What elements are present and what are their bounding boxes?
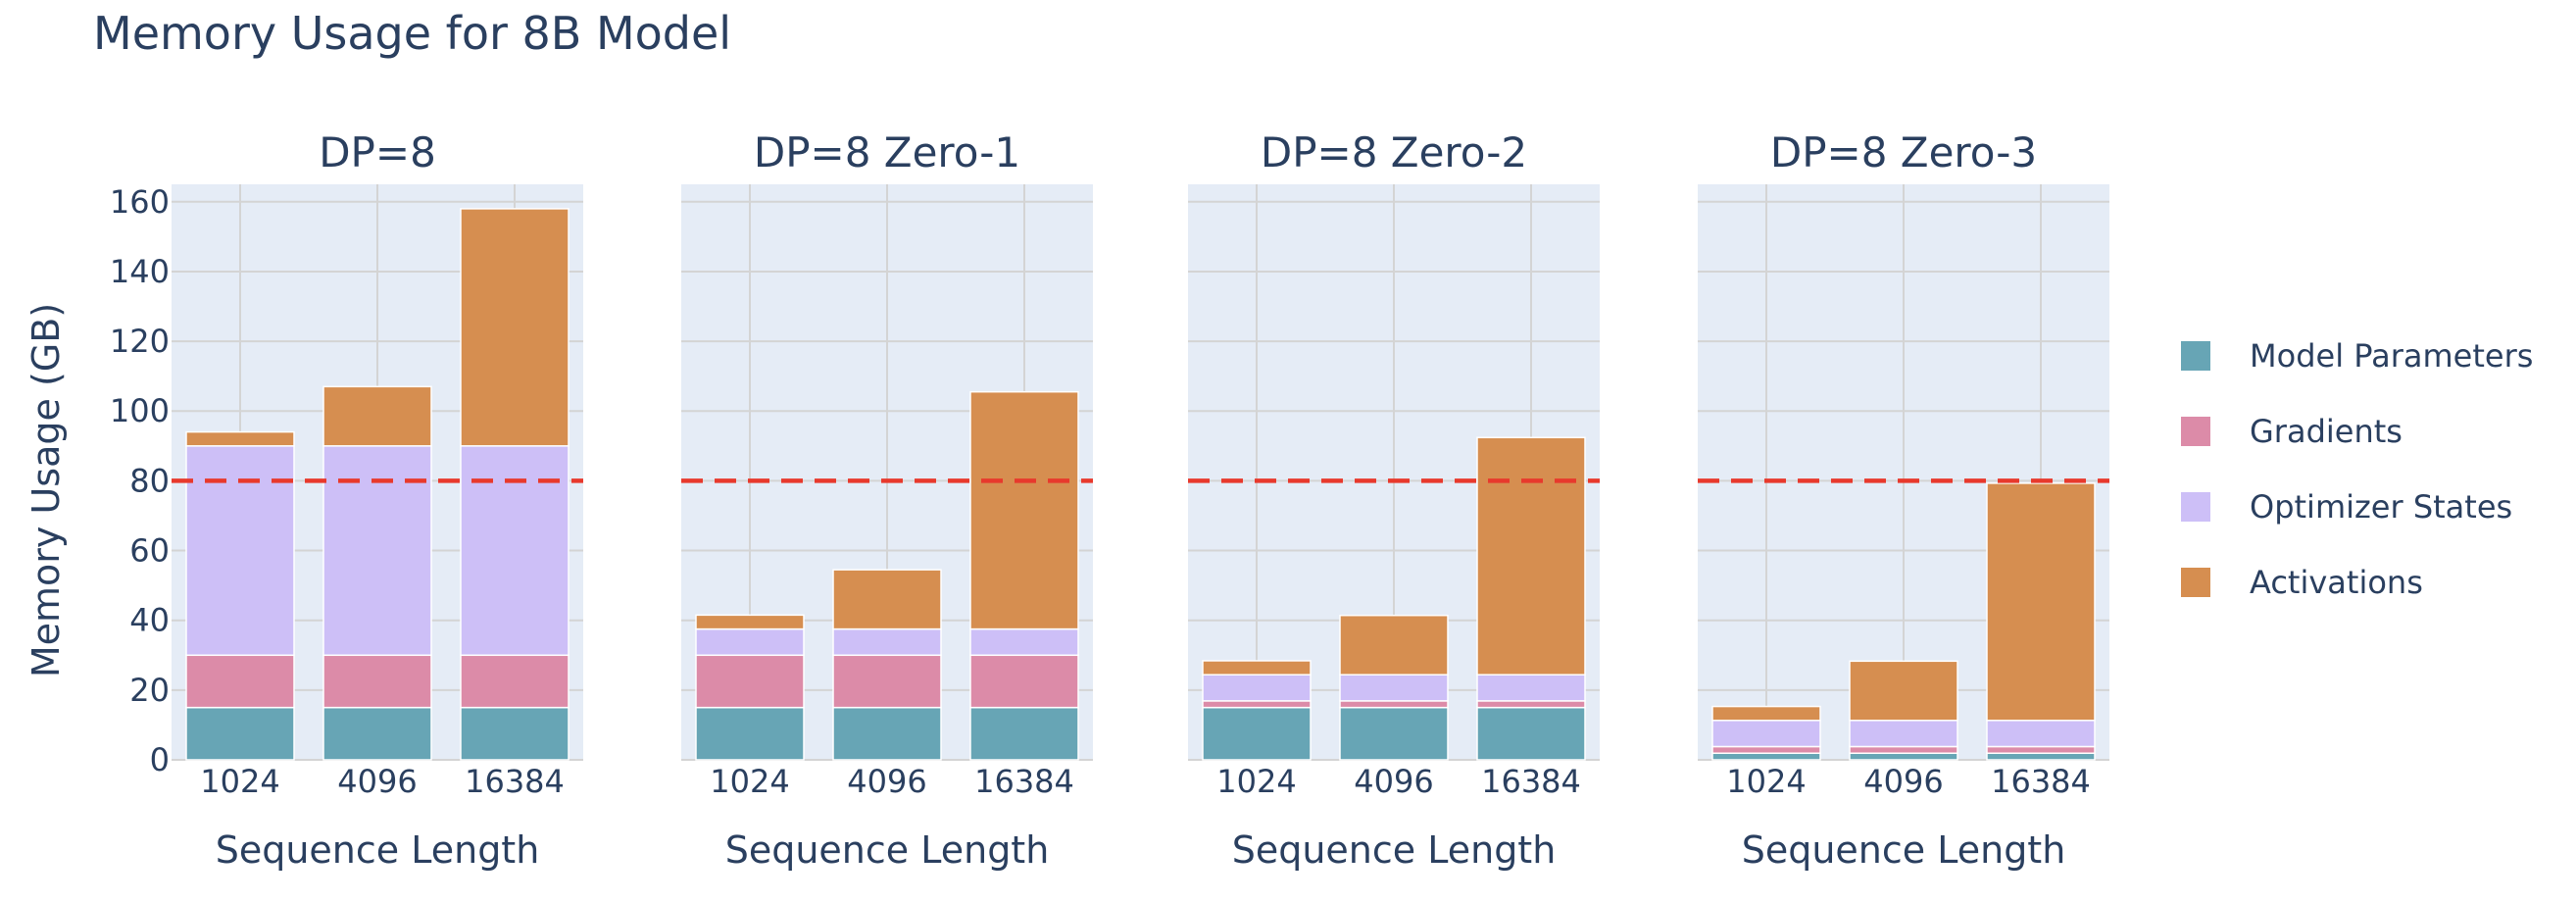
bar-segment-gradients	[1202, 700, 1312, 709]
bar-segment-model-parameters	[969, 706, 1079, 761]
bar-segment-optimizer-states	[322, 445, 432, 657]
x-tick-label: 1024	[200, 763, 279, 800]
bar-segment-gradients	[185, 654, 295, 709]
bar-segment-model-parameters	[185, 706, 295, 761]
bar-segment-gradients	[1711, 745, 1821, 754]
bar-segment-activations	[1849, 660, 1958, 722]
x-axis-title: Sequence Length	[216, 828, 540, 872]
bar-segment-model-parameters	[1986, 752, 2096, 761]
panels: 1024 4096 16384 DP=8 Sequence Length 0 20 40 60 8…	[110, 128, 2109, 872]
bar-segment-activations	[322, 385, 432, 447]
x-axis-title: Sequence Length	[725, 828, 1050, 872]
y-tick-label: 0	[150, 741, 170, 778]
x-tick-label: 16384	[1481, 763, 1581, 800]
x-axis-title: Sequence Length	[1232, 828, 1557, 872]
y-tick-label: 60	[129, 532, 170, 570]
y-tick-label: 160	[110, 183, 170, 221]
bar-segment-gradients	[1849, 745, 1958, 754]
legend-label: Model Parameters	[2250, 337, 2533, 375]
subplot-1: 1024 4096 16384 DP=8 Sequence Length 0 20 40 60 8…	[110, 128, 583, 872]
legend-swatch	[2181, 568, 2210, 597]
legend-label: Activations	[2250, 564, 2423, 601]
bar-segment-activations	[1711, 705, 1821, 722]
bar-segment-gradients	[695, 654, 805, 709]
subplot-2: 1024 4096 16384 DP=8 Zero-1 Sequence Length	[681, 128, 1093, 872]
bar-segment-activations	[1476, 436, 1586, 676]
legend-item: Gradients	[2181, 413, 2403, 450]
bar-segment-optimizer-states	[695, 627, 805, 657]
bar-segment-model-parameters	[695, 706, 805, 761]
y-tick-label: 80	[129, 462, 170, 499]
subplot-title: DP=8 Zero-2	[1261, 128, 1527, 176]
bar-segment-optimizer-states	[969, 627, 1079, 657]
bar-segment-activations	[1202, 660, 1312, 676]
x-axis-title: Sequence Length	[1742, 828, 2066, 872]
chart-title: Memory Usage for 8B Model	[93, 7, 731, 60]
legend-item: Optimizer States	[2181, 488, 2512, 526]
bar-segment-gradients	[460, 654, 570, 709]
legend: Model Parameters Gradients Optimizer State…	[2181, 337, 2533, 601]
legend-label: Gradients	[2250, 413, 2403, 450]
bar-segment-model-parameters	[832, 706, 942, 761]
bar-segment-gradients	[1986, 745, 2096, 754]
bar-segment-gradients	[1476, 700, 1586, 709]
bar-segment-optimizer-states	[1986, 720, 2096, 748]
legend-item: Model Parameters	[2181, 337, 2533, 375]
bar-segment-optimizer-states	[1711, 720, 1821, 748]
y-tick-label: 20	[129, 672, 170, 709]
y-tick-label: 140	[110, 253, 170, 290]
x-tick-label: 4096	[1863, 763, 1943, 800]
bar-segment-model-parameters	[1476, 706, 1586, 761]
bar-segment-activations	[695, 614, 805, 630]
legend-label: Optimizer States	[2250, 488, 2512, 526]
bar-segment-model-parameters	[322, 706, 432, 761]
x-tick-label: 1024	[710, 763, 789, 800]
bar-segment-optimizer-states	[185, 445, 295, 657]
legend-item: Activations	[2181, 564, 2423, 601]
bar-segment-optimizer-states	[1339, 674, 1449, 702]
bar-segment-optimizer-states	[460, 445, 570, 657]
y-axis-title: Memory Usage (GB)	[25, 303, 68, 677]
subplot-title: DP=8 Zero-1	[754, 128, 1020, 176]
bar-segment-optimizer-states	[1202, 674, 1312, 702]
legend-swatch	[2181, 341, 2210, 371]
x-tick-label: 4096	[847, 763, 926, 800]
subplot-3: 1024 4096 16384 DP=8 Zero-2 Sequence Length	[1188, 128, 1600, 872]
legend-swatch	[2181, 417, 2210, 446]
bar-segment-optimizer-states	[832, 627, 942, 657]
subplot-4: 1024 4096 16384 DP=8 Zero-3 Sequence Length	[1698, 128, 2109, 872]
bar-segment-activations	[1986, 482, 2096, 722]
bar-segment-optimizer-states	[1849, 720, 1958, 748]
bar-segment-model-parameters	[1849, 752, 1958, 761]
legend-swatch	[2181, 492, 2210, 522]
x-tick-label: 16384	[465, 763, 565, 800]
y-tick-label: 120	[110, 323, 170, 360]
bar-segment-gradients	[1339, 700, 1449, 709]
bar-segment-activations	[1339, 614, 1449, 676]
y-tick-label: 100	[110, 392, 170, 429]
bar-segment-model-parameters	[1202, 706, 1312, 761]
subplot-title: DP=8	[319, 128, 436, 176]
x-tick-label: 16384	[974, 763, 1074, 800]
x-tick-label: 1024	[1726, 763, 1806, 800]
bar-segment-model-parameters	[1339, 706, 1449, 761]
bar-segment-gradients	[969, 654, 1079, 709]
x-tick-label: 16384	[1991, 763, 2091, 800]
x-tick-label: 1024	[1216, 763, 1296, 800]
bar-segment-activations	[460, 208, 570, 447]
bar-segment-model-parameters	[1711, 752, 1821, 761]
bar-segment-model-parameters	[460, 706, 570, 761]
x-tick-label: 4096	[337, 763, 417, 800]
y-tick-label: 40	[129, 602, 170, 639]
x-tick-label: 4096	[1354, 763, 1433, 800]
bar-segment-gradients	[832, 654, 942, 709]
subplot-title: DP=8 Zero-3	[1770, 128, 2037, 176]
bar-segment-activations	[969, 390, 1079, 630]
bar-segment-activations	[185, 430, 295, 447]
bar-segment-activations	[832, 569, 942, 630]
bar-segment-gradients	[322, 654, 432, 709]
bar-segment-optimizer-states	[1476, 674, 1586, 702]
